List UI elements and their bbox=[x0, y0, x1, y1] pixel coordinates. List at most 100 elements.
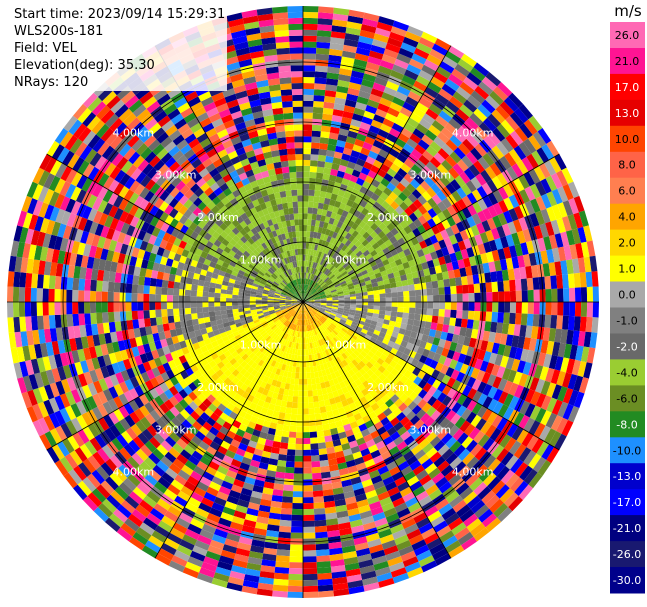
velocity-gate bbox=[521, 290, 528, 302]
velocity-gate bbox=[421, 165, 433, 177]
velocity-gate bbox=[366, 130, 378, 140]
velocity-gate bbox=[220, 289, 227, 294]
velocity-gate bbox=[387, 272, 395, 279]
velocity-gate bbox=[336, 287, 343, 291]
velocity-gate bbox=[432, 308, 439, 317]
velocity-gate bbox=[335, 272, 342, 278]
velocity-gate bbox=[456, 221, 466, 233]
velocity-gate bbox=[370, 320, 378, 326]
velocity-gate bbox=[402, 187, 412, 198]
velocity-gate bbox=[238, 308, 245, 313]
velocity-gate bbox=[202, 291, 209, 297]
velocity-gate bbox=[356, 437, 366, 446]
velocity-gate bbox=[378, 16, 395, 27]
velocity-gate bbox=[266, 281, 273, 286]
velocity-gate bbox=[345, 568, 361, 577]
velocity-gate bbox=[425, 145, 438, 157]
velocity-gate bbox=[266, 328, 273, 334]
velocity-gate bbox=[459, 509, 475, 523]
velocity-gate bbox=[481, 76, 498, 91]
velocity-gate bbox=[30, 302, 37, 317]
velocity-gate bbox=[190, 259, 198, 268]
velocity-gate bbox=[543, 353, 552, 368]
velocity-gate bbox=[324, 310, 331, 314]
velocity-gate bbox=[511, 232, 521, 246]
velocity-gate bbox=[290, 413, 298, 421]
velocity-gate bbox=[269, 384, 276, 393]
velocity-gate bbox=[289, 309, 295, 314]
velocity-gate bbox=[474, 85, 490, 100]
velocity-gate bbox=[134, 385, 145, 397]
velocity-gate bbox=[456, 187, 467, 199]
velocity-gate bbox=[385, 512, 400, 524]
velocity-gate bbox=[184, 352, 193, 362]
velocity-gate bbox=[158, 263, 166, 273]
velocity-gate bbox=[329, 553, 344, 562]
velocity-gate bbox=[231, 350, 239, 358]
velocity-gate bbox=[65, 391, 76, 406]
velocity-gate bbox=[403, 158, 415, 169]
velocity-gate bbox=[292, 324, 296, 331]
velocity-gate bbox=[256, 292, 263, 296]
velocity-gate bbox=[66, 289, 73, 302]
velocity-gate bbox=[261, 295, 268, 299]
velocity-gate bbox=[333, 281, 340, 286]
velocity-gate bbox=[132, 319, 140, 329]
velocity-gate bbox=[386, 214, 396, 223]
velocity-gate bbox=[126, 319, 134, 330]
velocity-gate bbox=[151, 244, 160, 255]
velocity-gate bbox=[487, 386, 498, 399]
velocity-gate bbox=[573, 212, 584, 229]
velocity-gate bbox=[142, 361, 152, 372]
velocity-gate bbox=[324, 311, 330, 316]
velocity-gate bbox=[229, 324, 237, 330]
velocity-gate bbox=[322, 284, 328, 290]
velocity-gate bbox=[519, 400, 531, 415]
velocity-gate bbox=[347, 15, 364, 24]
velocity-gate bbox=[341, 210, 349, 218]
velocity-gate bbox=[211, 476, 224, 486]
velocity-gate bbox=[403, 450, 415, 461]
velocity-gate bbox=[214, 302, 221, 307]
velocity-gate bbox=[46, 447, 60, 464]
velocity-gate bbox=[334, 213, 342, 221]
velocity-gate bbox=[78, 290, 85, 302]
velocity-gate bbox=[323, 321, 330, 328]
velocity-gate bbox=[296, 319, 300, 326]
velocity-gate bbox=[504, 302, 511, 313]
velocity-gate bbox=[313, 95, 325, 102]
velocity-gate bbox=[188, 425, 199, 436]
velocity-gate bbox=[291, 408, 298, 415]
velocity-gate bbox=[128, 399, 140, 412]
velocity-gate bbox=[494, 354, 504, 366]
velocity-gate bbox=[344, 232, 352, 240]
velocity-gate bbox=[319, 363, 325, 371]
velocity-gate bbox=[398, 192, 408, 202]
velocity-gate bbox=[350, 302, 357, 305]
velocity-gate bbox=[550, 415, 563, 431]
velocity-gate bbox=[25, 359, 35, 376]
velocity-gate bbox=[333, 493, 345, 501]
velocity-gate bbox=[55, 263, 64, 277]
velocity-gate bbox=[466, 376, 477, 388]
velocity-gate bbox=[366, 312, 374, 317]
velocity-gate bbox=[373, 329, 381, 336]
velocity-gate bbox=[396, 311, 404, 318]
velocity-gate bbox=[459, 229, 469, 241]
velocity-gate bbox=[368, 544, 384, 554]
velocity-gate bbox=[376, 357, 385, 366]
velocity-gate bbox=[293, 342, 297, 349]
velocity-gate bbox=[448, 118, 462, 131]
velocity-gate bbox=[387, 37, 403, 48]
velocity-gate bbox=[498, 391, 509, 405]
velocity-gate bbox=[38, 329, 46, 344]
velocity-gate bbox=[249, 302, 256, 305]
velocity-gate bbox=[350, 352, 358, 360]
velocity-gate bbox=[383, 421, 394, 432]
velocity-gate bbox=[554, 433, 567, 450]
velocity-gate bbox=[255, 275, 262, 281]
velocity-gate bbox=[323, 197, 331, 205]
velocity-gate bbox=[104, 427, 117, 442]
velocity-gate bbox=[235, 322, 243, 328]
velocity-gate bbox=[524, 389, 536, 404]
